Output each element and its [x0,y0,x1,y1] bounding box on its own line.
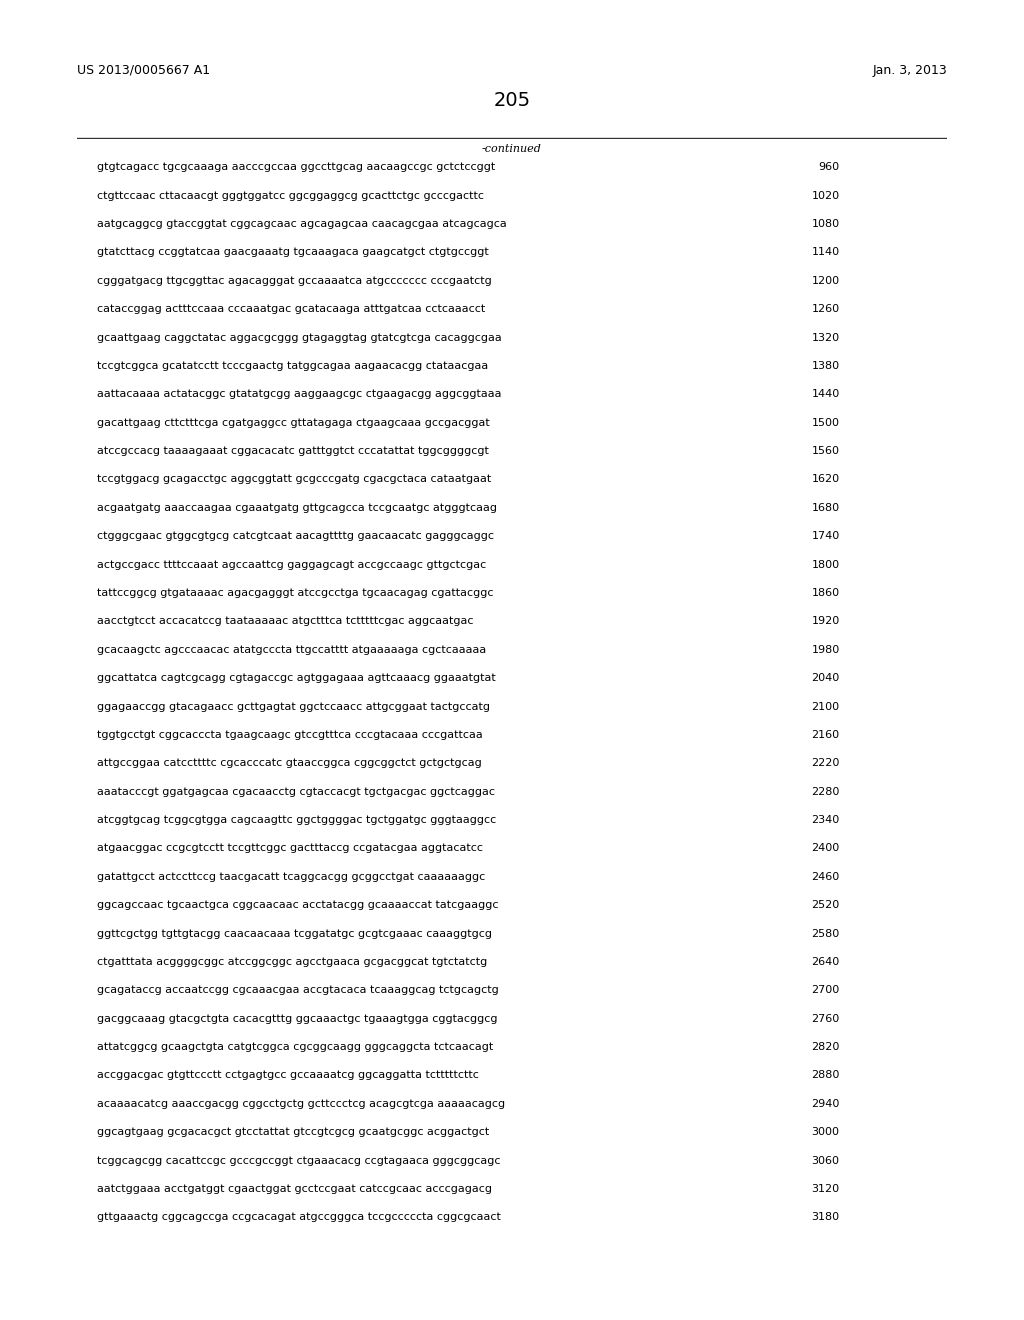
Text: US 2013/0005667 A1: US 2013/0005667 A1 [77,63,210,77]
Text: 1200: 1200 [812,276,840,286]
Text: ctgatttata acggggcggc atccggcggc agcctgaaca gcgacggcat tgtctatctg: ctgatttata acggggcggc atccggcggc agcctga… [97,957,487,968]
Text: 2040: 2040 [811,673,840,684]
Text: 960: 960 [818,162,840,173]
Text: 1380: 1380 [812,360,840,371]
Text: 2160: 2160 [812,730,840,741]
Text: 1680: 1680 [812,503,840,513]
Text: actgccgacc ttttccaaat agccaattcg gaggagcagt accgccaagc gttgctcgac: actgccgacc ttttccaaat agccaattcg gaggagc… [97,560,486,570]
Text: gacattgaag cttctttcga cgatgaggcc gttatagaga ctgaagcaaa gccgacggat: gacattgaag cttctttcga cgatgaggcc gttatag… [97,417,490,428]
Text: gtgtcagacc tgcgcaaaga aacccgccaa ggccttgcag aacaagccgc gctctccggt: gtgtcagacc tgcgcaaaga aacccgccaa ggccttg… [97,162,496,173]
Text: gacggcaaag gtacgctgta cacacgtttg ggcaaactgc tgaaagtgga cggtacggcg: gacggcaaag gtacgctgta cacacgtttg ggcaaac… [97,1014,498,1024]
Text: aatgcaggcg gtaccggtat cggcagcaac agcagagcaa caacagcgaa atcagcagca: aatgcaggcg gtaccggtat cggcagcaac agcagag… [97,219,507,230]
Text: acaaaacatcg aaaccgacgg cggcctgctg gcttccctcg acagcgtcga aaaaacagcg: acaaaacatcg aaaccgacgg cggcctgctg gcttcc… [97,1098,506,1109]
Text: 2940: 2940 [811,1098,840,1109]
Text: 1260: 1260 [812,304,840,314]
Text: gttgaaactg cggcagccga ccgcacagat atgccgggca tccgcccccta cggcgcaact: gttgaaactg cggcagccga ccgcacagat atgccgg… [97,1212,501,1222]
Text: tccgtcggca gcatatcctt tcccgaactg tatggcagaa aagaacacgg ctataacgaa: tccgtcggca gcatatcctt tcccgaactg tatggca… [97,360,488,371]
Text: 1020: 1020 [812,190,840,201]
Text: ggcagtgaag gcgacacgct gtcctattat gtccgtcgcg gcaatgcggc acggactgct: ggcagtgaag gcgacacgct gtcctattat gtccgtc… [97,1127,489,1138]
Text: -continued: -continued [482,144,542,154]
Text: 2280: 2280 [811,787,840,797]
Text: accggacgac gtgttccctt cctgagtgcc gccaaaatcg ggcaggatta tctttttcttc: accggacgac gtgttccctt cctgagtgcc gccaaaa… [97,1071,479,1081]
Text: 2760: 2760 [811,1014,840,1024]
Text: 1740: 1740 [811,531,840,541]
Text: tcggcagcgg cacattccgc gcccgccggt ctgaaacacg ccgtagaaca gggcggcagc: tcggcagcgg cacattccgc gcccgccggt ctgaaac… [97,1155,501,1166]
Text: aaatacccgt ggatgagcaa cgacaacctg cgtaccacgt tgctgacgac ggctcaggac: aaatacccgt ggatgagcaa cgacaacctg cgtacca… [97,787,496,797]
Text: 2400: 2400 [811,843,840,854]
Text: 2700: 2700 [811,985,840,995]
Text: tattccggcg gtgataaaac agacgagggt atccgcctga tgcaacagag cgattacggc: tattccggcg gtgataaaac agacgagggt atccgcc… [97,587,494,598]
Text: aatctggaaa acctgatggt cgaactggat gcctccgaat catccgcaac acccgagacg: aatctggaaa acctgatggt cgaactggat gcctccg… [97,1184,493,1195]
Text: gatattgcct actccttccg taacgacatt tcaggcacgg gcggcctgat caaaaaaggc: gatattgcct actccttccg taacgacatt tcaggca… [97,871,485,882]
Text: ggcattatca cagtcgcagg cgtagaccgc agtggagaaa agttcaaacg ggaaatgtat: ggcattatca cagtcgcagg cgtagaccgc agtggag… [97,673,496,684]
Text: 1860: 1860 [812,587,840,598]
Text: 2460: 2460 [811,871,840,882]
Text: 2520: 2520 [811,900,840,911]
Text: 1140: 1140 [812,247,840,257]
Text: aacctgtcct accacatccg taataaaaac atgctttca tctttttcgac aggcaatgac: aacctgtcct accacatccg taataaaaac atgcttt… [97,616,474,627]
Text: 2340: 2340 [811,814,840,825]
Text: atccgccacg taaaagaaat cggacacatc gatttggtct cccatattat tggcggggcgt: atccgccacg taaaagaaat cggacacatc gatttgg… [97,446,489,457]
Text: 1920: 1920 [811,616,840,627]
Text: tccgtggacg gcagacctgc aggcggtatt gcgcccgatg cgacgctaca cataatgaat: tccgtggacg gcagacctgc aggcggtatt gcgcccg… [97,474,492,484]
Text: 1560: 1560 [812,446,840,457]
Text: aattacaaaa actatacggc gtatatgcgg aaggaagcgc ctgaagacgg aggcggtaaa: aattacaaaa actatacggc gtatatgcgg aaggaag… [97,389,502,400]
Text: 1980: 1980 [811,644,840,655]
Text: ggcagccaac tgcaactgca cggcaacaac acctatacgg gcaaaaccat tatcgaaggc: ggcagccaac tgcaactgca cggcaacaac acctata… [97,900,499,911]
Text: cataccggag actttccaaa cccaaatgac gcatacaaga atttgatcaa cctcaaacct: cataccggag actttccaaa cccaaatgac gcataca… [97,304,485,314]
Text: tggtgcctgt cggcacccta tgaagcaagc gtccgtttca cccgtacaaa cccgattcaa: tggtgcctgt cggcacccta tgaagcaagc gtccgtt… [97,730,483,741]
Text: acgaatgatg aaaccaagaa cgaaatgatg gttgcagcca tccgcaatgc atgggtcaag: acgaatgatg aaaccaagaa cgaaatgatg gttgcag… [97,503,498,513]
Text: gtatcttacg ccggtatcaa gaacgaaatg tgcaaagaca gaagcatgct ctgtgccggt: gtatcttacg ccggtatcaa gaacgaaatg tgcaaag… [97,247,489,257]
Text: 2220: 2220 [811,758,840,768]
Text: 3120: 3120 [812,1184,840,1195]
Text: atgaacggac ccgcgtcctt tccgttcggc gactttaccg ccgatacgaa aggtacatcc: atgaacggac ccgcgtcctt tccgttcggc gacttta… [97,843,483,854]
Text: gcagataccg accaatccgg cgcaaacgaa accgtacaca tcaaaggcag tctgcagctg: gcagataccg accaatccgg cgcaaacgaa accgtac… [97,985,499,995]
Text: 2580: 2580 [811,928,840,939]
Text: 2880: 2880 [811,1071,840,1081]
Text: 3060: 3060 [812,1155,840,1166]
Text: 1080: 1080 [812,219,840,230]
Text: attatcggcg gcaagctgta catgtcggca cgcggcaagg gggcaggcta tctcaacagt: attatcggcg gcaagctgta catgtcggca cgcggca… [97,1041,494,1052]
Text: ctgttccaac cttacaacgt gggtggatcc ggcggaggcg gcacttctgc gcccgacttc: ctgttccaac cttacaacgt gggtggatcc ggcggag… [97,190,484,201]
Text: 2640: 2640 [811,957,840,968]
Text: gcacaagctc agcccaacac atatgcccta ttgccatttt atgaaaaaga cgctcaaaaa: gcacaagctc agcccaacac atatgcccta ttgccat… [97,644,486,655]
Text: 2820: 2820 [811,1041,840,1052]
Text: cgggatgacg ttgcggttac agacagggat gccaaaatca atgccccccc cccgaatctg: cgggatgacg ttgcggttac agacagggat gccaaaa… [97,276,492,286]
Text: ctgggcgaac gtggcgtgcg catcgtcaat aacagttttg gaacaacatc gagggcaggc: ctgggcgaac gtggcgtgcg catcgtcaat aacagtt… [97,531,495,541]
Text: 3180: 3180 [812,1212,840,1222]
Text: atcggtgcag tcggcgtgga cagcaagttc ggctggggac tgctggatgc gggtaaggcc: atcggtgcag tcggcgtgga cagcaagttc ggctggg… [97,814,497,825]
Text: 1320: 1320 [812,333,840,343]
Text: 1500: 1500 [812,417,840,428]
Text: gcaattgaag caggctatac aggacgcggg gtagaggtag gtatcgtcga cacaggcgaa: gcaattgaag caggctatac aggacgcggg gtagagg… [97,333,502,343]
Text: 1800: 1800 [812,560,840,570]
Text: Jan. 3, 2013: Jan. 3, 2013 [872,63,947,77]
Text: ggttcgctgg tgttgtacgg caacaacaaa tcggatatgc gcgtcgaaac caaaggtgcg: ggttcgctgg tgttgtacgg caacaacaaa tcggata… [97,928,493,939]
Text: 2100: 2100 [812,701,840,711]
Text: 205: 205 [494,91,530,110]
Text: 3000: 3000 [812,1127,840,1138]
Text: ggagaaccgg gtacagaacc gcttgagtat ggctccaacc attgcggaat tactgccatg: ggagaaccgg gtacagaacc gcttgagtat ggctcca… [97,701,490,711]
Text: attgccggaa catccttttc cgcacccatc gtaaccggca cggcggctct gctgctgcag: attgccggaa catccttttc cgcacccatc gtaaccg… [97,758,482,768]
Text: 1620: 1620 [812,474,840,484]
Text: 1440: 1440 [811,389,840,400]
